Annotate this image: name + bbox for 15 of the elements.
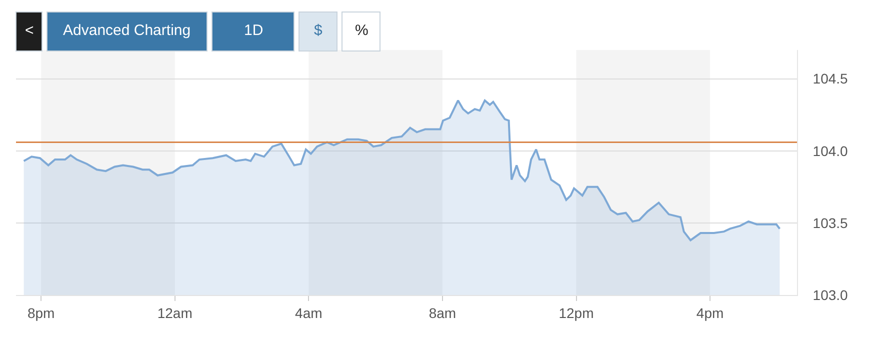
text: $ bbox=[314, 22, 323, 39]
y-tick-label: 103.0 bbox=[812, 286, 848, 303]
text: % bbox=[355, 22, 368, 39]
x-tick-label: 8am bbox=[428, 304, 456, 321]
text: 1D bbox=[244, 22, 264, 39]
x-tick-label: 8pm bbox=[27, 304, 55, 321]
text: Advanced Charting bbox=[63, 22, 191, 39]
x-tick-label: 12am bbox=[157, 304, 192, 321]
x-tick-label: 12pm bbox=[558, 304, 594, 321]
y-tick-label: 103.5 bbox=[812, 214, 848, 231]
x-tick-label: 4pm bbox=[696, 304, 724, 321]
y-tick-label: 104.5 bbox=[812, 70, 848, 87]
text: < bbox=[25, 22, 34, 39]
x-tick-label: 4am bbox=[295, 304, 322, 321]
y-tick-label: 104.0 bbox=[812, 142, 848, 159]
